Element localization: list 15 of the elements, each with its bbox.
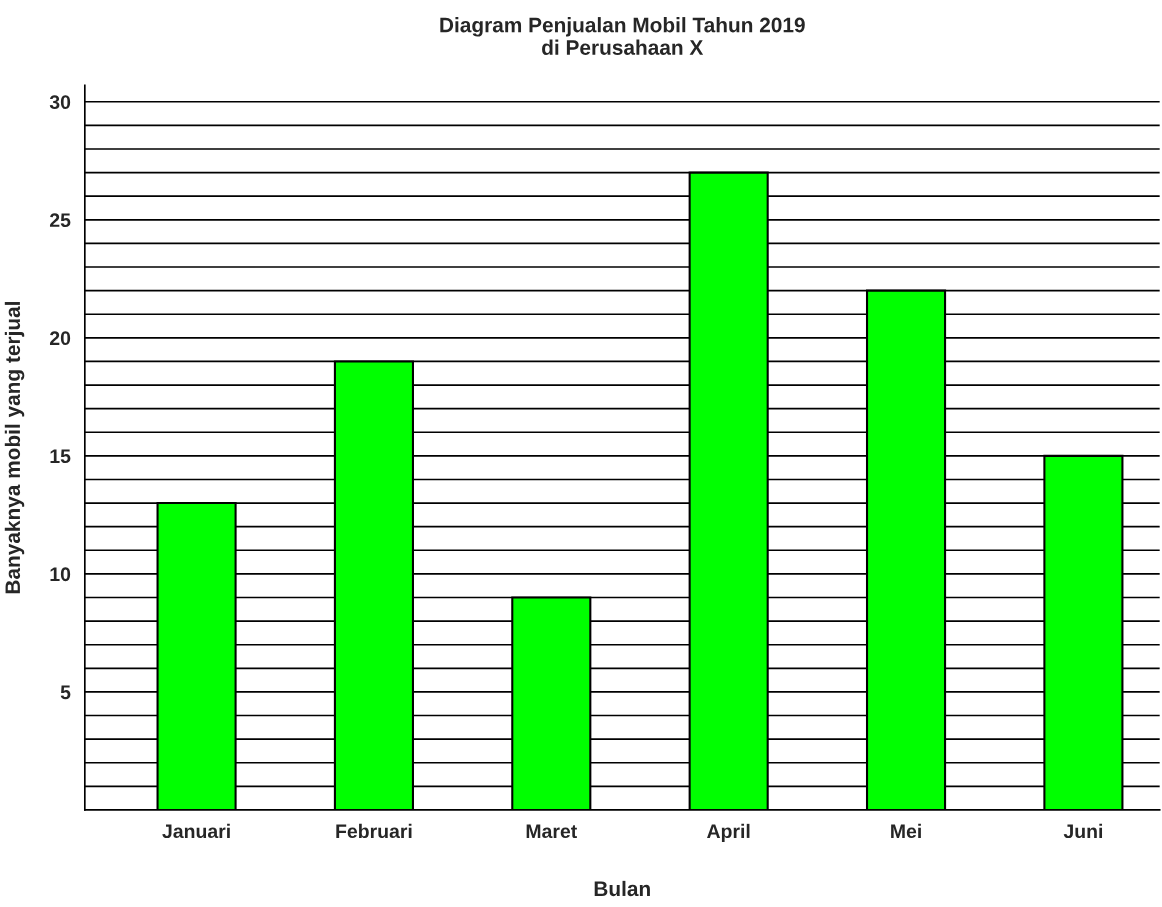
y-tick-label: 25 [49, 213, 71, 228]
chart-title: Diagram Penjualan Mobil Tahun 2019 di Perusahaan X [440, 17, 805, 55]
y-tick-label: 5 [60, 685, 71, 700]
x-tick-label: Januari [162, 823, 230, 839]
x-axis-title: Bulan [594, 880, 650, 897]
x-tick-label: Juni [1063, 823, 1103, 839]
y-tick-label: 10 [50, 567, 71, 582]
x-tick-label: Februari [336, 823, 412, 839]
y-axis-title: Banyaknya mobil yang terjual [4, 302, 25, 594]
x-tick-label: April [707, 823, 750, 842]
x-tick-label: Maret [526, 824, 577, 839]
y-tick-label: 20 [49, 331, 71, 346]
y-tick-label: 15 [50, 449, 71, 464]
y-tick-label: 30 [49, 95, 71, 110]
x-tick-label: Mei [891, 823, 921, 839]
